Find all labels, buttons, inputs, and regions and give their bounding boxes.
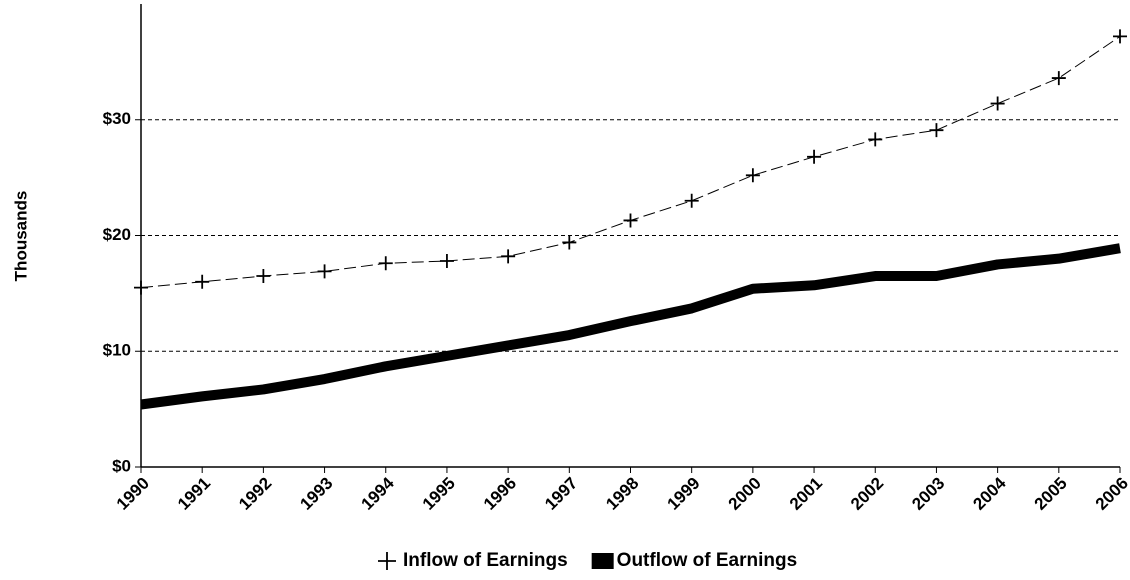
series-line: [140, 243, 1121, 410]
point-marker: [195, 274, 210, 289]
x-tick-label: 2003: [908, 474, 948, 514]
series-line: [140, 35, 1121, 289]
x-tick-label: 2000: [725, 474, 765, 514]
x-tick-label: 1993: [296, 474, 336, 514]
x-tick-label: 1990: [113, 474, 153, 514]
y-tick-label: $20: [103, 225, 131, 244]
point-marker: [439, 253, 454, 268]
legend-swatch: [378, 552, 396, 570]
point-marker: [807, 149, 822, 164]
point-marker: [745, 168, 760, 183]
x-tick-label: 2006: [1092, 474, 1130, 514]
point-marker: [1113, 29, 1127, 44]
y-tick-label: $10: [103, 341, 131, 360]
y-tick-label: $30: [103, 109, 131, 128]
legend-label: Inflow of Earnings: [403, 550, 568, 571]
point-marker: [990, 96, 1005, 111]
legend-label: Outflow of Earnings: [617, 550, 798, 571]
point-marker: [256, 269, 271, 284]
x-tick-label: 1998: [602, 474, 642, 514]
point-marker: [868, 132, 883, 147]
point-marker: [684, 193, 699, 208]
legend-swatch: [591, 553, 614, 569]
x-tick-label: 2001: [786, 474, 826, 514]
x-tick-label: 1991: [174, 474, 214, 514]
x-tick-label: 1995: [419, 474, 459, 514]
point-marker: [562, 235, 577, 250]
x-tick-label: 1997: [541, 474, 581, 514]
point-marker: [501, 249, 516, 264]
x-tick-label: 1994: [358, 473, 399, 514]
x-tick-label: 2004: [969, 473, 1010, 514]
point-marker: [623, 213, 638, 228]
y-tick-label: $0: [112, 456, 131, 475]
x-tick-label: 1992: [235, 474, 275, 514]
point-marker: [378, 256, 393, 271]
y-axis-label: Thousands: [11, 191, 30, 282]
point-marker: [929, 123, 944, 138]
x-tick-label: 1999: [664, 474, 704, 514]
x-tick-label: 2005: [1031, 474, 1071, 514]
point-marker: [317, 264, 332, 279]
point-marker: [1051, 71, 1066, 86]
x-tick-label: 2002: [847, 474, 887, 514]
point-marker: [134, 280, 148, 295]
x-tick-label: 1996: [480, 474, 520, 514]
